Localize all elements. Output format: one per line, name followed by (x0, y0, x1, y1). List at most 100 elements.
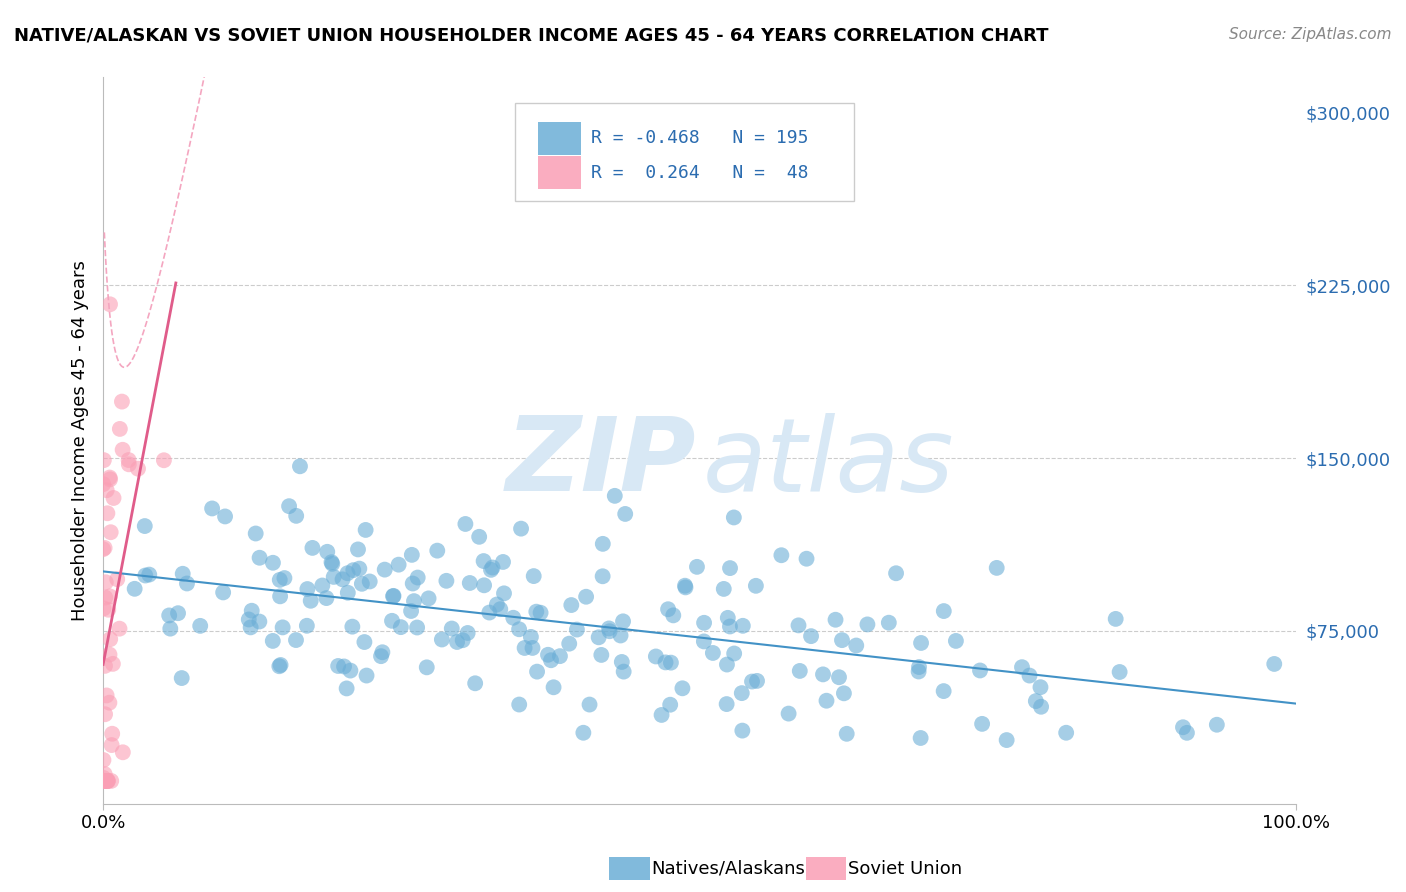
Point (472, 554, 495, 568)
Point (96, 506, 118, 520)
Point (311, 578, 333, 592)
Point (297, 582, 319, 596)
Point (382, 589, 405, 603)
Point (1205, 717, 1227, 731)
Point (285, 633, 308, 648)
FancyBboxPatch shape (538, 122, 582, 155)
Point (138, 567, 160, 582)
Point (723, 510, 745, 524)
Point (479, 563, 502, 577)
Point (717, 611, 740, 625)
Point (723, 647, 745, 661)
Point (97, 773, 120, 788)
Point (93, 601, 115, 615)
Point (1011, 660, 1033, 674)
Point (856, 617, 879, 632)
Point (105, 572, 128, 586)
Point (651, 708, 673, 723)
Point (288, 459, 311, 474)
Point (273, 571, 295, 585)
Point (430, 632, 453, 647)
Point (1175, 726, 1198, 740)
Point (789, 664, 811, 678)
Point (336, 681, 359, 696)
Point (718, 561, 741, 575)
Point (560, 598, 582, 612)
Point (907, 665, 929, 679)
Point (100, 525, 122, 540)
Point (932, 604, 955, 618)
Point (523, 569, 546, 583)
Point (101, 727, 124, 741)
Point (333, 659, 356, 673)
Point (1025, 694, 1047, 708)
Point (508, 622, 530, 636)
Point (478, 606, 501, 620)
Point (572, 725, 595, 739)
Point (524, 605, 547, 619)
Text: Source: ZipAtlas.com: Source: ZipAtlas.com (1229, 27, 1392, 42)
Point (548, 649, 571, 664)
Point (93, 753, 115, 767)
Point (485, 598, 508, 612)
Point (468, 530, 491, 544)
Text: Soviet Union: Soviet Union (848, 860, 962, 878)
FancyBboxPatch shape (538, 156, 582, 189)
Point (97, 603, 120, 617)
Point (316, 545, 339, 559)
Point (592, 537, 614, 551)
Point (356, 668, 378, 682)
Point (93, 453, 115, 467)
Point (831, 633, 853, 648)
Point (1054, 725, 1077, 739)
Point (575, 590, 598, 604)
Point (98, 648, 121, 662)
Point (558, 637, 581, 651)
Point (353, 635, 375, 649)
Point (1018, 668, 1040, 682)
Point (401, 548, 423, 562)
Point (502, 611, 524, 625)
Point (96, 483, 118, 498)
Text: ZIP: ZIP (505, 412, 696, 513)
Point (815, 694, 838, 708)
Point (285, 508, 308, 523)
Point (239, 620, 262, 634)
Point (591, 648, 613, 662)
Point (108, 422, 131, 436)
FancyBboxPatch shape (515, 103, 855, 201)
Point (370, 649, 392, 664)
Point (877, 615, 900, 630)
Point (599, 624, 621, 639)
Point (153, 453, 176, 467)
Point (986, 561, 1008, 575)
Point (457, 626, 479, 640)
Point (315, 591, 337, 606)
Point (718, 619, 741, 633)
Point (91, 542, 114, 557)
Point (693, 634, 716, 648)
Point (359, 574, 381, 589)
Point (824, 613, 846, 627)
Point (389, 620, 412, 634)
Point (96, 773, 118, 788)
Y-axis label: Householder Income Ages 45 - 64 years: Householder Income Ages 45 - 64 years (72, 260, 89, 621)
Point (100, 738, 122, 752)
Point (654, 656, 676, 670)
Point (513, 640, 536, 655)
Point (537, 648, 560, 662)
Point (481, 560, 503, 574)
Point (770, 548, 793, 562)
Point (278, 499, 301, 513)
Point (103, 491, 125, 505)
Point (884, 566, 907, 581)
Point (716, 657, 738, 672)
Point (671, 681, 693, 696)
Point (1171, 720, 1194, 734)
Point (96, 773, 118, 788)
Point (91, 773, 114, 788)
Point (336, 586, 359, 600)
Point (454, 516, 477, 531)
Point (529, 606, 551, 620)
Point (336, 566, 359, 581)
